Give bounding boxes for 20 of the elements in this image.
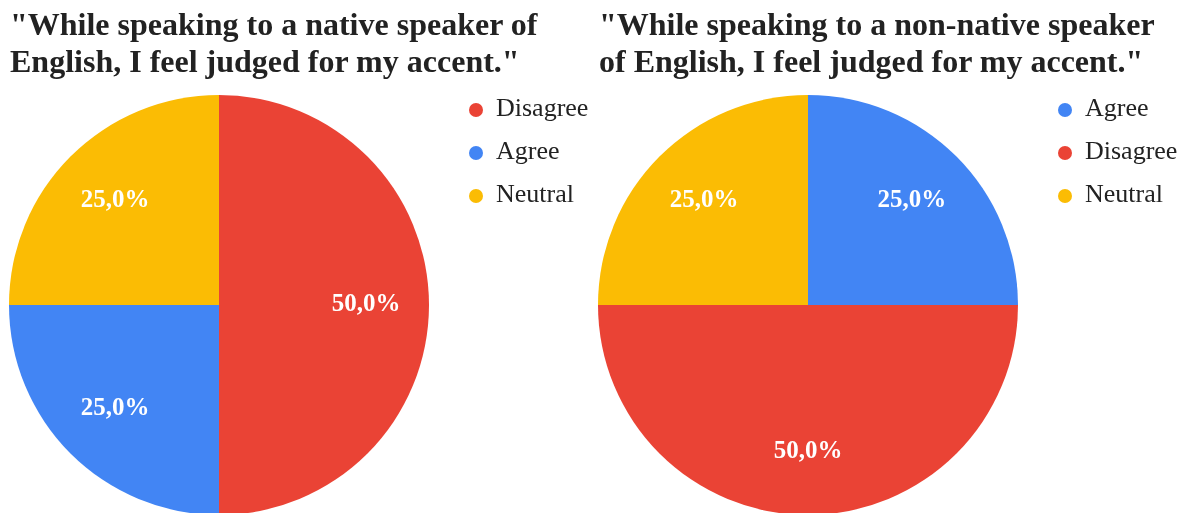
data-label: 50,0%: [773, 435, 843, 463]
legend-label: Disagree: [1085, 135, 1178, 165]
pie-slice: [598, 305, 1018, 513]
data-label: 25,0%: [80, 392, 150, 420]
legend-label: Neutral: [1085, 178, 1163, 208]
pie-slice: [808, 95, 1018, 305]
data-label: 50,0%: [331, 288, 401, 316]
pie-slice: [219, 95, 429, 513]
chart-title: "While speaking to a native speaker of English, I feel judged for my accent.": [10, 6, 538, 79]
pie-slice: [9, 305, 219, 513]
legend-label: Agree: [1085, 92, 1149, 122]
pie-slice: [9, 95, 219, 305]
data-label: 25,0%: [877, 184, 947, 212]
pie-slice: [598, 95, 808, 305]
data-label: 25,0%: [80, 184, 150, 212]
legend-label: Neutral: [496, 178, 574, 208]
chart-title: "While speaking to a non-native speaker of English, I feel judged for my accent.": [599, 6, 1155, 79]
legend-label: Agree: [496, 135, 560, 165]
legend-label: Disagree: [496, 92, 589, 122]
data-label: 25,0%: [669, 184, 739, 212]
